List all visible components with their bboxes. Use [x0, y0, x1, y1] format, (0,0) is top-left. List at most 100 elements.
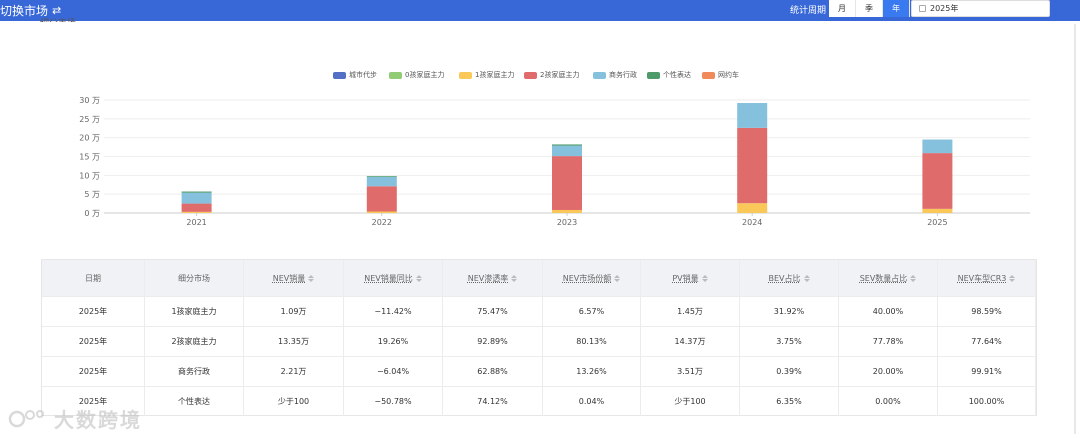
table-cell: 75.47%	[443, 297, 543, 326]
legend-item[interactable]: 0孩家庭主力	[389, 70, 444, 80]
x-tick-label: 2023	[557, 218, 577, 227]
chart-legend: 城市代步 0孩家庭主力 1孩家庭主力 2孩家庭主力 商务行政 个性表达 网约车	[0, 70, 1080, 84]
table-cell: 个性表达	[145, 387, 244, 416]
sort-icon[interactable]	[1009, 274, 1016, 282]
x-tick-label: 2025	[927, 218, 947, 227]
table-cell: 31.92%	[740, 297, 839, 326]
table-cell: 3.75%	[740, 327, 839, 356]
table-cell: 2025年	[42, 357, 145, 386]
bar-segment[interactable]	[922, 208, 953, 213]
legend-item[interactable]: 1孩家庭主力	[459, 70, 514, 80]
table-cell: 少于100	[641, 387, 740, 416]
sort-icon[interactable]	[511, 274, 518, 282]
table-header-row: 日期 细分市场 NEV销量 NEV销量同比 NEV渗透率 NEV市场份额 PV销量 BEV占比…	[42, 260, 1036, 296]
swap-icon: ⇄	[52, 4, 62, 17]
legend-swatch	[702, 71, 715, 79]
legend-item[interactable]: 2孩家庭主力	[524, 70, 579, 80]
date-picker[interactable]: 2025年	[911, 0, 1050, 17]
bar-segment[interactable]	[181, 211, 212, 213]
bar-segment[interactable]	[737, 203, 768, 213]
table-row[interactable]: 2025年 个性表达 少于100 −50.78% 74.12% 0.04% 少于100 6.3…	[42, 386, 1036, 416]
watermark-logo-icon	[8, 409, 44, 427]
switch-market-label: 切换市场	[0, 4, 49, 18]
table-cell: 1.09万	[244, 297, 344, 326]
table-cell: 92.89%	[443, 327, 543, 356]
bar-segment[interactable]	[922, 153, 953, 209]
column-header: 日期	[42, 260, 145, 296]
bar-segment[interactable]	[552, 156, 582, 210]
scrollbar[interactable]	[1074, 24, 1076, 434]
column-header[interactable]: PV销量	[641, 260, 740, 296]
column-header[interactable]: NEV市场份额	[543, 260, 641, 296]
column-header[interactable]: NEV车型CR3	[938, 260, 1036, 296]
table-cell: 13.26%	[543, 357, 641, 386]
bar-segment[interactable]	[366, 211, 397, 213]
column-header[interactable]: BEV占比	[740, 260, 839, 296]
table-cell: 62.88%	[443, 357, 543, 386]
bar-segment[interactable]	[366, 176, 397, 187]
sort-icon[interactable]	[308, 274, 315, 282]
table-row[interactable]: 2025年 1孩家庭主力 1.09万 −11.42% 75.47% 6.57% 1.45万 3…	[42, 296, 1036, 326]
y-tick-label: 20 万	[79, 134, 100, 143]
y-tick-label: 15 万	[79, 153, 100, 162]
table-cell: 40.00%	[839, 297, 938, 326]
table-cell: 0.00%	[839, 387, 938, 416]
column-header-label: NEV车型CR3	[957, 273, 1007, 283]
table-cell: 少于100	[244, 387, 344, 416]
table-row[interactable]: 2025年 商务行政 2.21万 −6.04% 62.88% 13.26% 3.51万 0.3…	[42, 356, 1036, 386]
bar-segment[interactable]	[737, 127, 768, 204]
x-tick-label: 2022	[372, 218, 392, 227]
legend-swatch	[333, 71, 346, 79]
bar-segment[interactable]	[737, 103, 768, 128]
sort-icon[interactable]	[803, 274, 810, 282]
table-cell: 2.21万	[244, 357, 344, 386]
date-value: 2025年	[930, 4, 959, 13]
legend-label: 1孩家庭主力	[475, 71, 515, 79]
table-cell: 2025年	[42, 387, 145, 416]
data-table: 日期 细分市场 NEV销量 NEV销量同比 NEV渗透率 NEV市场份额 PV销量 BEV占比…	[41, 259, 1037, 416]
x-tick-label: 2024	[742, 218, 762, 227]
sort-icon[interactable]	[614, 274, 621, 282]
table-row[interactable]: 2025年 2孩家庭主力 13.35万 19.26% 92.89% 80.13% 14.37…	[42, 326, 1036, 356]
legend-item[interactable]: 商务行政	[593, 70, 637, 80]
column-header-label: PV销量	[672, 273, 699, 283]
sort-icon[interactable]	[910, 274, 917, 282]
table-cell: 74.12%	[443, 387, 543, 416]
table-cell: −6.04%	[344, 357, 443, 386]
table-cell: 3.51万	[641, 357, 740, 386]
bar-segment[interactable]	[366, 176, 397, 177]
column-header[interactable]: NEV销量同比	[344, 260, 443, 296]
table-cell: 20.00%	[839, 357, 938, 386]
column-header[interactable]: SEV数量占比	[839, 260, 938, 296]
period-year-button[interactable]: 年	[883, 0, 910, 17]
table-cell: 100.00%	[938, 387, 1036, 416]
legend-label: 城市代步	[349, 71, 377, 79]
bar-segment[interactable]	[181, 203, 212, 212]
period-month-button[interactable]: 月	[829, 0, 856, 17]
column-header-label: NEV渗透率	[467, 273, 509, 283]
table-cell: 1.45万	[641, 297, 740, 326]
y-tick-label: 10 万	[79, 171, 100, 180]
sort-icon[interactable]	[701, 274, 708, 282]
bar-segment[interactable]	[922, 139, 953, 154]
legend-item[interactable]: 个性表达	[647, 70, 691, 80]
bar-segment[interactable]	[181, 192, 212, 204]
table-cell: 6.35%	[740, 387, 839, 416]
bar-segment[interactable]	[552, 209, 582, 213]
switch-market-button[interactable]: 切换市场 ⇄	[0, 2, 61, 19]
column-header-label: SEV数量占比	[859, 273, 908, 283]
column-header: 细分市场	[145, 260, 244, 296]
period-quarter-button[interactable]: 季	[856, 0, 883, 17]
column-header[interactable]: NEV渗透率	[443, 260, 543, 296]
y-tick-label: 0 万	[84, 209, 100, 218]
x-tick-label: 2021	[186, 218, 206, 227]
column-header[interactable]: NEV销量	[244, 260, 344, 296]
bar-segment[interactable]	[552, 144, 582, 146]
legend-item[interactable]: 网约车	[702, 70, 739, 80]
bar-segment[interactable]	[181, 191, 212, 193]
bar-segment[interactable]	[366, 186, 397, 212]
table-cell: −11.42%	[344, 297, 443, 326]
sort-icon[interactable]	[415, 274, 422, 282]
legend-item[interactable]: 城市代步	[333, 70, 377, 80]
bar-segment[interactable]	[552, 145, 582, 157]
